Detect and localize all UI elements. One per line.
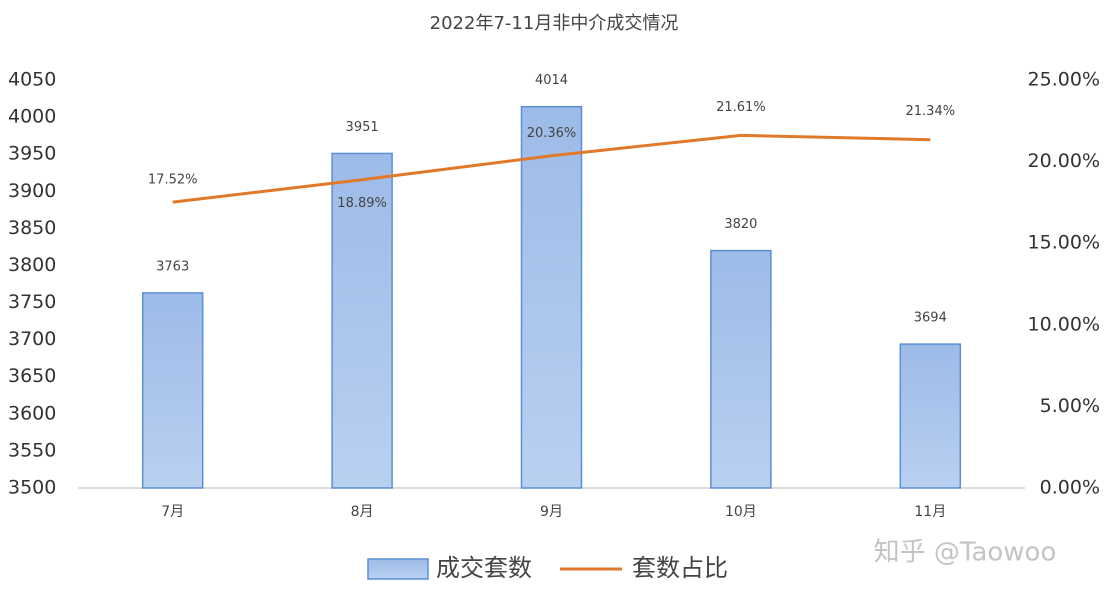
chart-title: 2022年7-11月非中介成交情况	[430, 13, 679, 34]
bar	[899, 343, 962, 489]
x-tick-label: 8月	[351, 504, 374, 520]
y-tick-label: 4000	[8, 106, 56, 128]
y-tick-label: 3650	[8, 365, 56, 387]
y-tick-label: 3800	[8, 254, 56, 276]
bar	[710, 249, 772, 489]
line-value-label: 18.89%	[337, 196, 387, 211]
y-tick-label: 3600	[8, 402, 56, 424]
y-tick-label: 3950	[8, 143, 56, 165]
bar-value-label: 3694	[914, 311, 947, 326]
y-tick-label: 3850	[8, 217, 56, 239]
y2-tick-label: 25.00%	[1028, 69, 1100, 91]
y-tick-label: 3500	[8, 477, 56, 499]
y2-tick-label: 0.00%	[1040, 477, 1100, 499]
line-value-label: 17.52%	[148, 173, 198, 188]
legend-label: 成交套数	[436, 554, 532, 582]
line	[172, 133, 931, 204]
bar	[520, 105, 583, 489]
line-value-label: 21.61%	[716, 100, 766, 115]
bar-value-label: 3763	[156, 259, 189, 274]
bar-value-label: 3820	[724, 217, 757, 232]
watermark: 知乎 @Taowoo	[874, 538, 1057, 568]
y2-tick-label: 15.00%	[1028, 232, 1100, 254]
bar	[141, 292, 204, 489]
x-tick-label: 10月	[725, 504, 757, 520]
legend-swatch	[367, 558, 429, 580]
y2-tick-label: 20.00%	[1028, 150, 1100, 172]
bar-value-label: 4014	[535, 73, 568, 88]
bar-value-label: 3951	[346, 120, 379, 135]
legend-label: 套数占比	[632, 554, 728, 582]
x-tick-label: 7月	[161, 504, 184, 520]
y2-tick-label: 5.00%	[1040, 395, 1100, 417]
line-value-label: 21.34%	[906, 104, 956, 119]
line-value-label: 20.36%	[527, 126, 577, 141]
y-tick-label: 3700	[8, 328, 56, 350]
y-tick-label: 3900	[8, 180, 56, 202]
y2-tick-label: 10.00%	[1028, 313, 1100, 335]
y-tick-label: 3750	[8, 291, 56, 313]
y-tick-label: 4050	[8, 69, 56, 91]
x-tick-label: 11月	[914, 504, 946, 520]
bar	[331, 152, 393, 489]
y-tick-label: 3550	[8, 439, 56, 461]
x-tick-label: 9月	[540, 504, 563, 520]
